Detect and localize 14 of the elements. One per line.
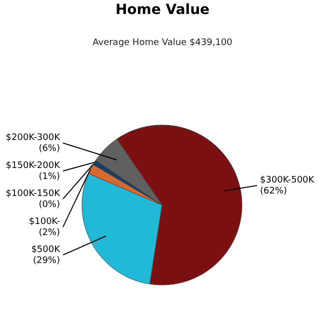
slice-label: $300K-500K: [260, 176, 316, 186]
data-label: (2%): [38, 228, 60, 238]
chart-title: Home Value: [115, 2, 210, 18]
slice-label: $100K-: [28, 216, 60, 227]
data-label: (29%): [32, 256, 60, 266]
chart-subtitle: Average Home Value $439,100: [92, 38, 233, 48]
data-label: (62%): [260, 186, 288, 197]
slice-label: $150K-200K: [6, 160, 62, 171]
category-label: $100K-150K: [6, 188, 60, 199]
slice-label: $500K: [31, 244, 62, 255]
data-label: (1%): [38, 172, 60, 182]
slice-label: $200K-300K: [6, 132, 62, 143]
text: (0%): [38, 200, 60, 210]
data-label: (6%): [38, 144, 60, 154]
